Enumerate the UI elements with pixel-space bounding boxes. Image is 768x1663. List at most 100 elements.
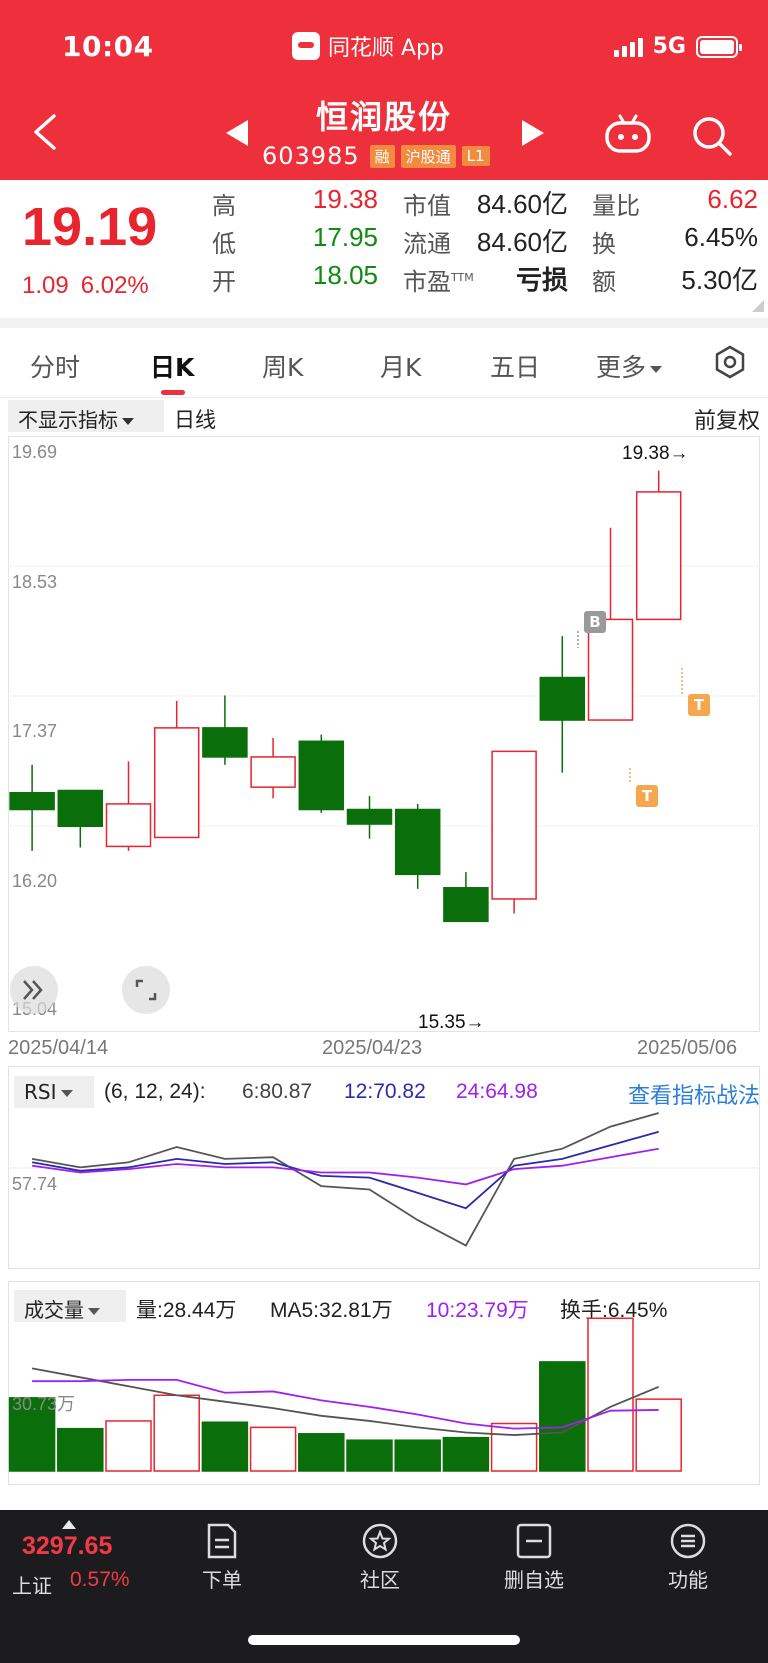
high-price-label: 19.38→ xyxy=(622,443,689,464)
status-app-label: 同花顺 App xyxy=(328,36,444,61)
index-name[interactable]: 上证 xyxy=(12,1574,52,1598)
volume-select[interactable]: 成交量 xyxy=(14,1290,126,1322)
index-percent[interactable]: 0.57% xyxy=(70,1568,130,1591)
market-cap-label: 市值 xyxy=(403,192,451,220)
tab-weekly-k[interactable]: 周K xyxy=(262,353,304,382)
view-strategy-link[interactable]: 查看指标战法 xyxy=(627,1084,760,1109)
rsi-series-line xyxy=(31,1147,659,1186)
rsi-12-value: 12:70.82 xyxy=(344,1080,426,1103)
candle-body xyxy=(635,491,682,621)
header: 10:04 同花顺 App 5G 恒润股份 603985 融 沪股通 L1 xyxy=(0,0,768,180)
volume-bar xyxy=(490,1422,538,1472)
candle-body xyxy=(202,727,248,758)
functions-menu-icon xyxy=(670,1523,706,1559)
change-percent: 6.02% xyxy=(80,272,149,299)
active-tab-indicator xyxy=(161,390,185,395)
fullscreen-button[interactable] xyxy=(122,966,170,1014)
expand-corner-icon[interactable] xyxy=(752,300,764,312)
next-stock-icon[interactable] xyxy=(522,120,544,146)
volume-bar xyxy=(201,1421,249,1472)
rsi-select[interactable]: RSI xyxy=(14,1076,94,1108)
nav-remove-label: 删自选 xyxy=(504,1568,564,1592)
t-marker-2[interactable]: T xyxy=(688,694,710,716)
volume-ratio-value: 6.62 xyxy=(707,184,758,214)
rsi-chart[interactable] xyxy=(8,1066,760,1269)
candle-body xyxy=(250,756,296,788)
rsi-ref-label: 57.74 xyxy=(12,1174,58,1194)
status-time: 10:04 xyxy=(62,30,154,63)
volume-bar xyxy=(8,1397,56,1472)
pe-ttm-sup: TTM xyxy=(451,271,474,284)
prev-stock-icon[interactable] xyxy=(226,120,248,146)
nav-order[interactable]: 下单 xyxy=(172,1522,272,1593)
volume-bar xyxy=(249,1426,297,1472)
y-label-top: 19.69 xyxy=(12,442,58,462)
kline-chart-frame[interactable] xyxy=(8,436,760,1032)
tab-five-day[interactable]: 五日 xyxy=(490,353,541,382)
home-indicator[interactable] xyxy=(248,1635,520,1645)
app-logo-icon xyxy=(292,32,320,60)
candle-body xyxy=(57,789,104,828)
battery-icon xyxy=(696,35,742,58)
rsi-series-line xyxy=(31,1130,659,1210)
code-row: 603985 融 沪股通 L1 xyxy=(262,142,490,170)
robot-assistant-icon[interactable] xyxy=(604,114,652,154)
volume-chart[interactable] xyxy=(8,1281,760,1485)
adjust-toggle[interactable]: 前复权 xyxy=(693,409,760,434)
volume-bar xyxy=(298,1433,345,1472)
current-price: 19.19 xyxy=(22,197,158,257)
open-label: 开 xyxy=(212,268,236,296)
turnover-value: 6.45% xyxy=(684,222,758,252)
nav-functions-label: 功能 xyxy=(668,1568,708,1592)
tag-level: L1 xyxy=(461,146,490,166)
buy-marker[interactable]: B xyxy=(584,611,606,633)
title-wrap: 恒润股份 xyxy=(0,92,768,138)
index-value[interactable]: 3297.65 xyxy=(22,1532,113,1560)
high-label: 高 xyxy=(212,192,236,220)
nav-functions[interactable]: 功能 xyxy=(638,1522,738,1593)
tag-connect: 沪股通 xyxy=(400,144,456,168)
candle-body xyxy=(9,791,55,811)
low-price-label: 15.35→ xyxy=(418,1012,485,1033)
market-cap-value: 84.60亿 xyxy=(476,189,568,219)
order-document-icon xyxy=(207,1523,237,1559)
bottom-nav: 3297.65 上证 0.57% 下单 社区 删自选 功能 xyxy=(0,1510,768,1663)
remove-watchlist-icon xyxy=(516,1523,552,1559)
kline-chart[interactable] xyxy=(8,436,760,1032)
volume-bar xyxy=(394,1439,441,1472)
volume-bar xyxy=(635,1398,682,1472)
amount-label: 额 xyxy=(592,268,616,296)
tab-monthly-k[interactable]: 月K xyxy=(380,353,422,382)
nav-remove-watchlist[interactable]: 删自选 xyxy=(484,1522,584,1593)
separator xyxy=(0,318,768,328)
fullscreen-icon xyxy=(135,979,157,1001)
back-arrow-icon[interactable] xyxy=(30,112,60,152)
stock-name: 恒润股份 xyxy=(315,98,452,136)
rsi-24-value: 24:64.98 xyxy=(456,1080,538,1103)
volume-ma10: 10:23.79万 xyxy=(426,1299,529,1322)
settings-hexagon-icon[interactable] xyxy=(712,344,748,380)
y-label-2: 18.53 xyxy=(12,572,58,592)
caret-up-icon[interactable] xyxy=(62,1520,76,1529)
volume-bar xyxy=(57,1427,104,1472)
nav-community[interactable]: 社区 xyxy=(330,1522,430,1593)
tab-daily-k[interactable]: 日K xyxy=(150,353,195,382)
t-marker-1[interactable]: T xyxy=(636,785,658,807)
candle-body xyxy=(105,803,152,848)
expand-left-button[interactable] xyxy=(10,966,58,1014)
date-end: 2025/05/06 xyxy=(637,1037,738,1059)
volume-bar xyxy=(587,1317,634,1472)
volume-value: 量:28.44万 xyxy=(136,1299,237,1322)
status-app[interactable]: 同花顺 App xyxy=(292,30,444,62)
tab-intraday[interactable]: 分时 xyxy=(30,353,81,382)
tab-more[interactable]: 更多 xyxy=(596,348,663,384)
candle-body xyxy=(491,750,537,900)
y-label-4: 16.20 xyxy=(12,871,58,891)
search-icon[interactable] xyxy=(690,114,734,158)
amount-value: 5.30亿 xyxy=(681,265,758,295)
tag-margin: 融 xyxy=(369,144,395,168)
pe-label: 市盈TTM xyxy=(403,268,474,296)
indicator-select[interactable]: 不显示指标 xyxy=(8,400,164,432)
float-cap-label: 流通 xyxy=(403,230,451,258)
volume-chart-frame[interactable] xyxy=(8,1281,760,1485)
